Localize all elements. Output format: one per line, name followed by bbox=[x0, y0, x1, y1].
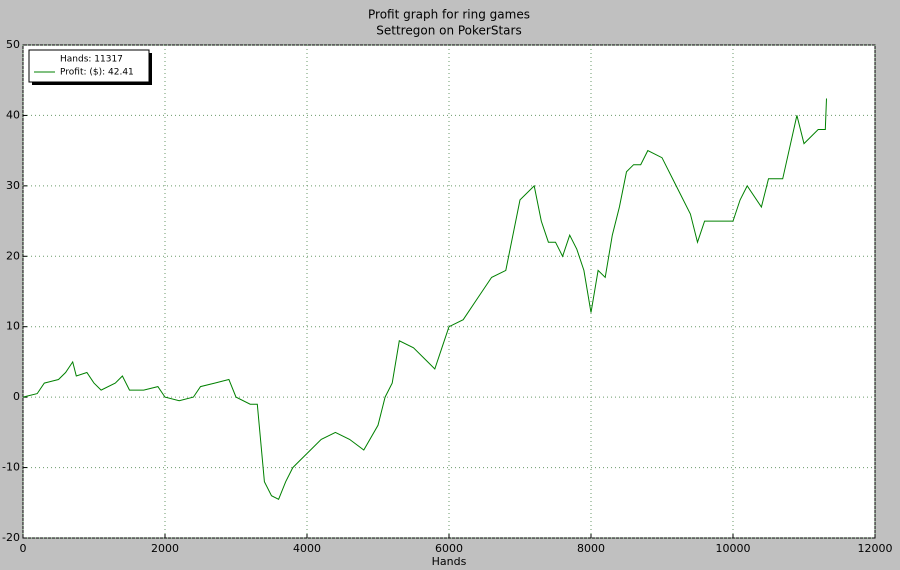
legend-box bbox=[28, 49, 150, 83]
x-tick-label: 2000 bbox=[151, 542, 179, 555]
legend-title: Hands: 11317 bbox=[60, 55, 123, 65]
y-tick-label: -10 bbox=[2, 461, 20, 474]
y-tick-label: -20 bbox=[2, 531, 20, 544]
plot-area bbox=[22, 44, 876, 539]
chart-title: Profit graph for ring games bbox=[368, 8, 530, 22]
x-tick-label: 12000 bbox=[858, 542, 893, 555]
y-tick-label: 10 bbox=[6, 320, 20, 333]
y-tick-label: 20 bbox=[6, 249, 20, 262]
x-tick-label: 10000 bbox=[716, 542, 751, 555]
y-tick-label: 0 bbox=[13, 390, 20, 403]
y-tick-label: 40 bbox=[6, 108, 20, 121]
legend-label: Profit: ($): 42.41 bbox=[60, 68, 134, 78]
x-tick-label: 4000 bbox=[293, 542, 321, 555]
chart-subtitle: Settregon on PokerStars bbox=[376, 24, 521, 38]
profit-line bbox=[22, 98, 827, 500]
x-tick-label: 0 bbox=[20, 542, 27, 555]
y-tick-label: 50 bbox=[6, 38, 20, 51]
x-tick-label: 8000 bbox=[577, 542, 605, 555]
x-tick-label: 6000 bbox=[435, 542, 463, 555]
y-tick-label: 30 bbox=[6, 179, 20, 192]
x-axis-label: Hands bbox=[432, 555, 467, 568]
